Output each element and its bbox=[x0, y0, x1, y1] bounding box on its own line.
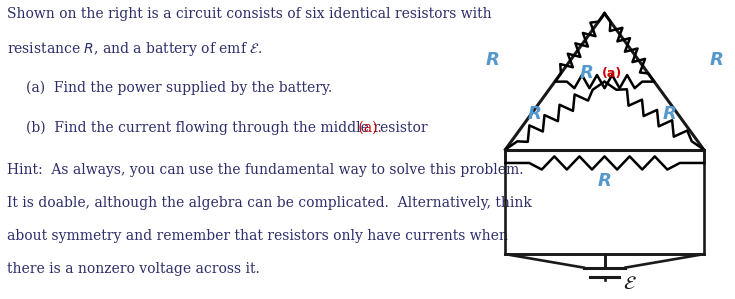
Text: Shown on the right is a circuit consists of six identical resistors with: Shown on the right is a circuit consists… bbox=[7, 7, 492, 22]
Text: about symmetry and remember that resistors only have currents when: about symmetry and remember that resisto… bbox=[7, 229, 508, 243]
Text: (a).: (a). bbox=[354, 121, 382, 135]
Text: R: R bbox=[663, 105, 677, 123]
Text: (b)  Find the current flowing through the middle resistor: (b) Find the current flowing through the… bbox=[26, 121, 428, 135]
Text: (a): (a) bbox=[602, 67, 623, 80]
Text: R: R bbox=[485, 51, 499, 69]
Text: (a)  Find the power supplied by the battery.: (a) Find the power supplied by the batte… bbox=[26, 81, 333, 95]
Text: there is a nonzero voltage across it.: there is a nonzero voltage across it. bbox=[7, 262, 260, 276]
Text: R: R bbox=[527, 105, 541, 123]
Text: It is doable, although the algebra can be complicated.  Alternatively, think: It is doable, although the algebra can b… bbox=[7, 196, 532, 210]
Text: R: R bbox=[598, 172, 612, 190]
Text: Hint:  As always, you can use the fundamental way to solve this problem.: Hint: As always, you can use the fundame… bbox=[7, 163, 524, 177]
Text: $\mathcal{E}$: $\mathcal{E}$ bbox=[623, 274, 637, 293]
Text: R: R bbox=[710, 51, 724, 69]
Text: resistance $R$, and a battery of emf $\mathcal{E}$.: resistance $R$, and a battery of emf $\m… bbox=[7, 40, 262, 58]
Text: R: R bbox=[579, 64, 593, 82]
